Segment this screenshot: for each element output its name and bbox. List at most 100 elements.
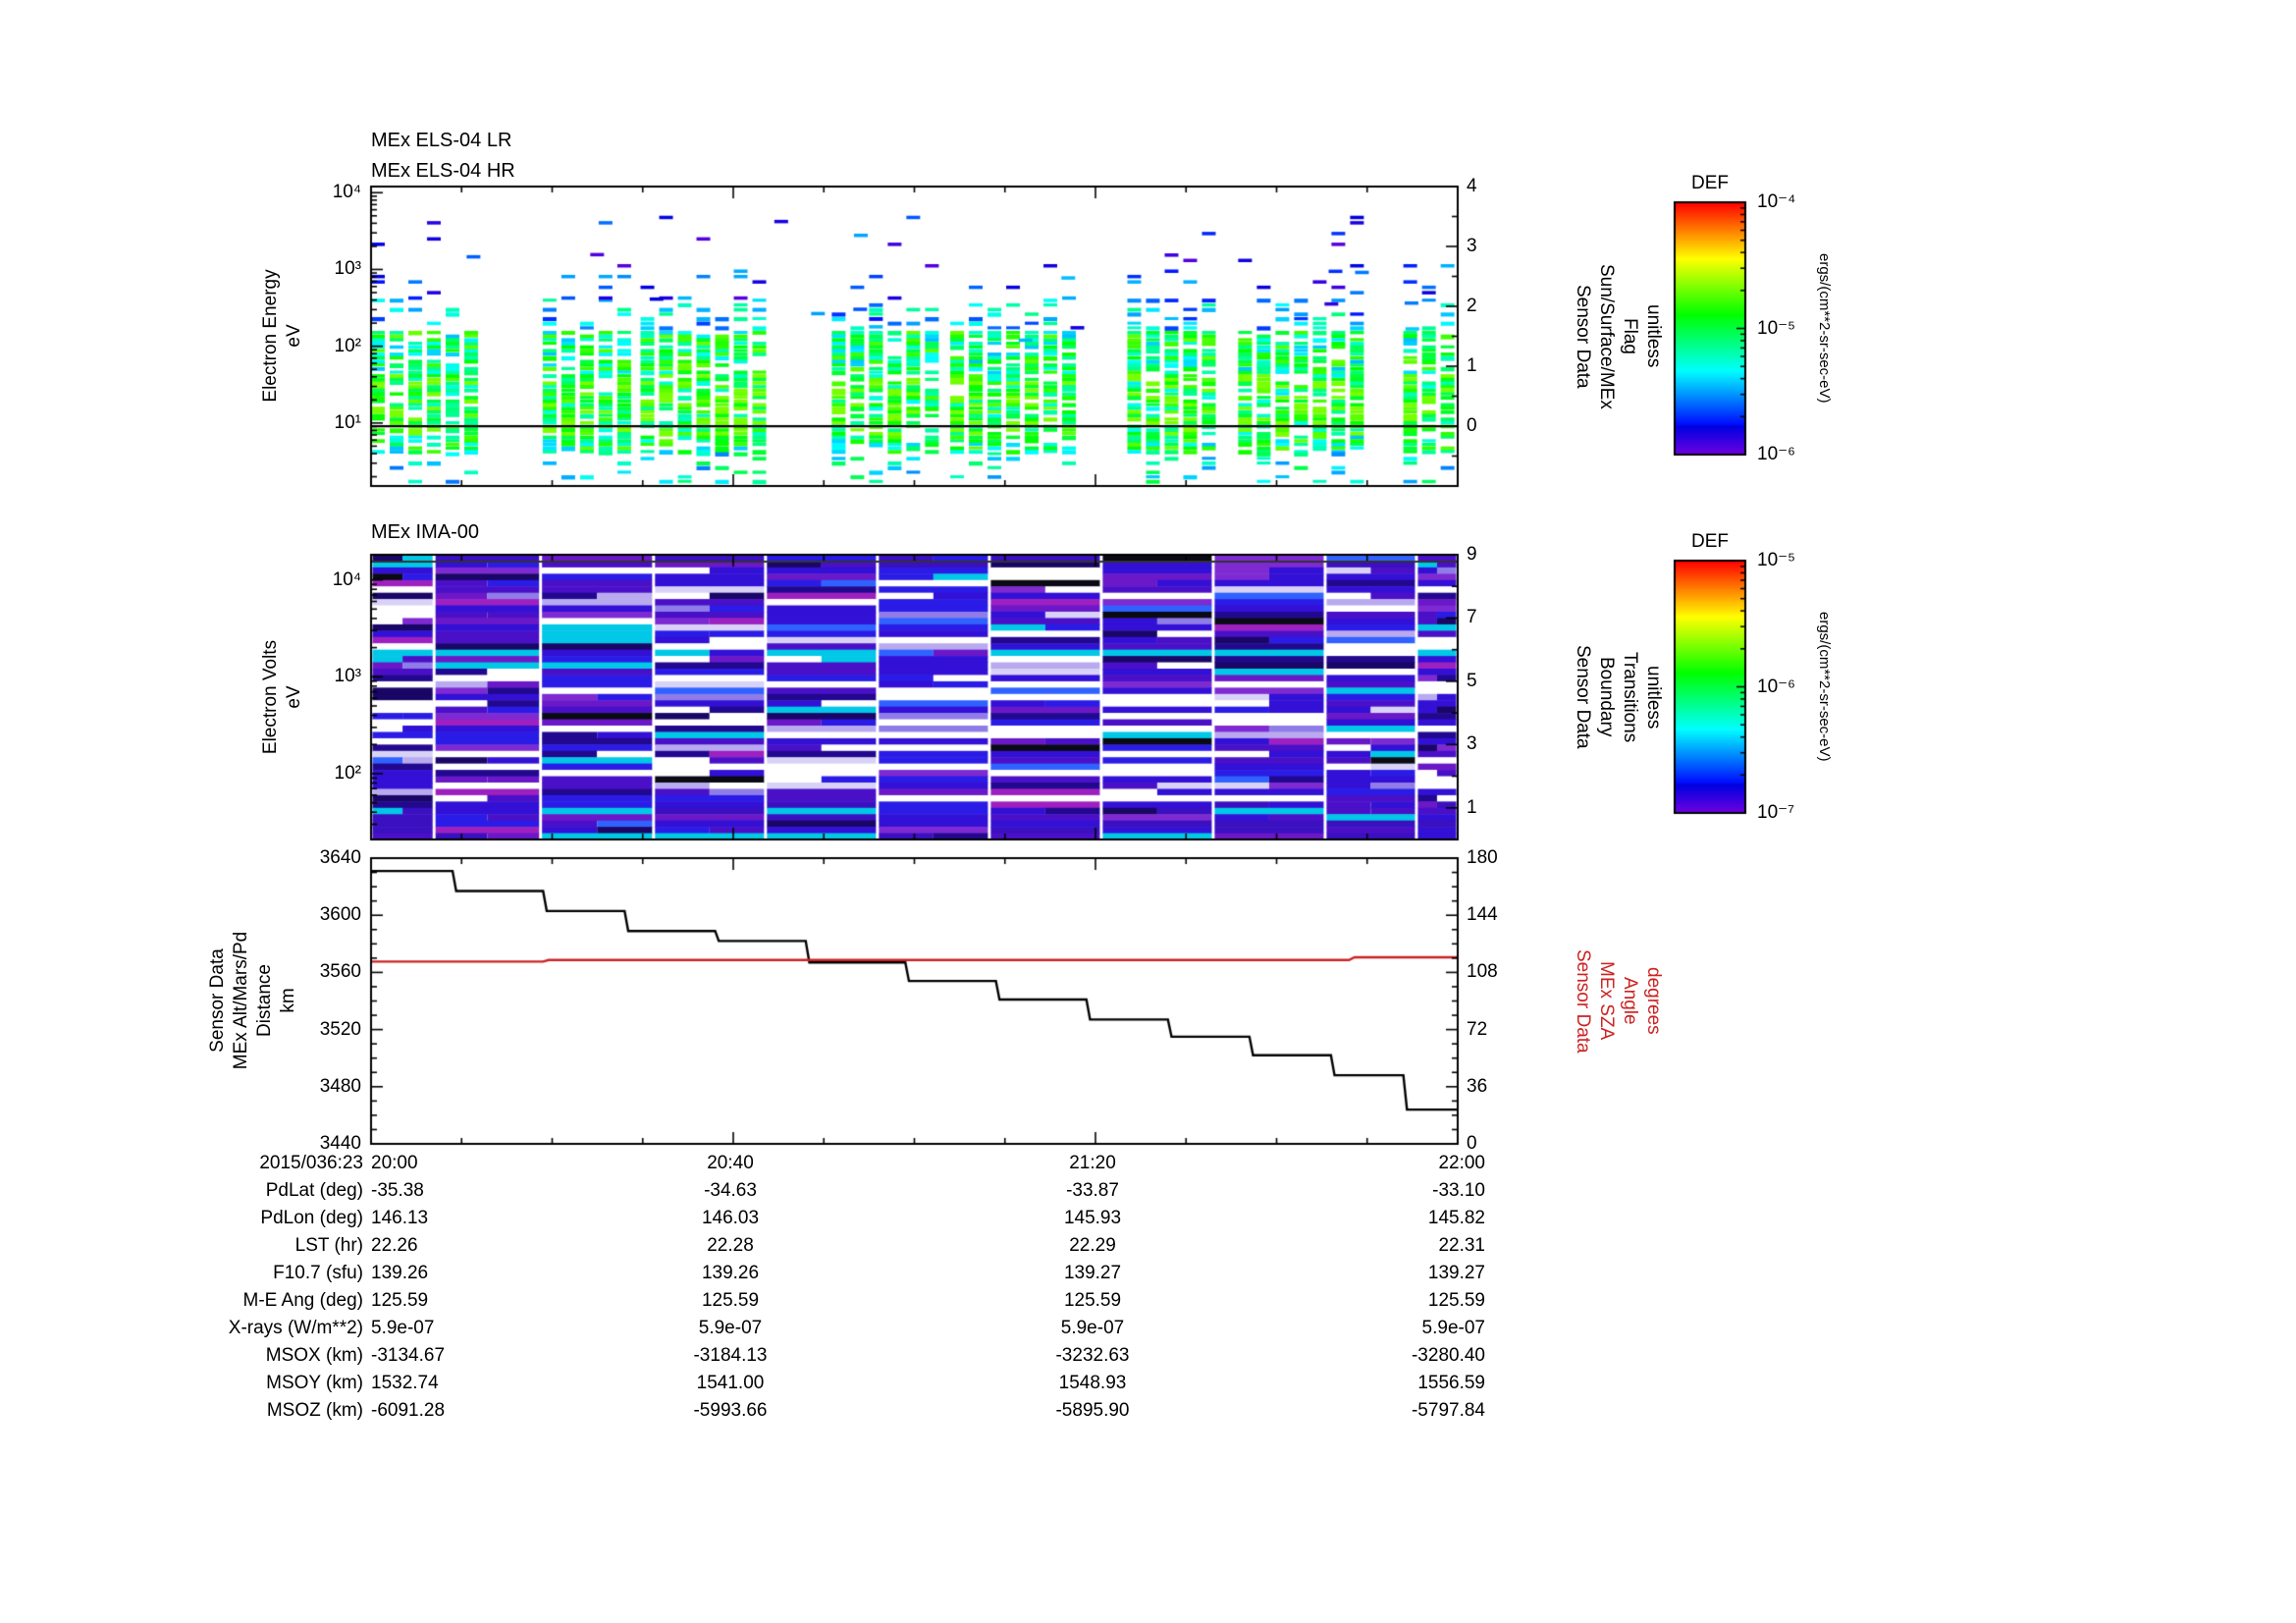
- ima-right-tick-label: 3: [1467, 733, 1477, 755]
- els-right-axis-label-line: Flag: [1620, 318, 1640, 354]
- table-row-label: MSOX (km): [265, 1345, 363, 1366]
- table-cell: 146.13: [371, 1208, 429, 1228]
- table-row-label: M-E Ang (deg): [242, 1290, 364, 1311]
- colorbar2-tick-label: 10⁻⁷: [1757, 802, 1795, 823]
- table-row: PdLat (deg) -35.38 -34.63 -33.87 -33.10: [0, 1179, 2296, 1207]
- ima-right-axis-label: Sensor Data Boundary Transitions unitles…: [1571, 555, 1665, 839]
- colorbar1-title: DEF: [1691, 173, 1729, 193]
- table-row-label: PdLon (deg): [260, 1208, 363, 1228]
- table-cell: -5895.90: [1055, 1400, 1130, 1421]
- table-cell: -33.87: [1066, 1180, 1119, 1201]
- traj-right-tick-label: 0: [1467, 1133, 1477, 1154]
- els-y-tick-label: 10³: [334, 258, 361, 280]
- traj-y-axis-label-line: km: [278, 988, 298, 1013]
- ima-right-tick-label: 1: [1467, 796, 1477, 818]
- table-row: MSOY (km) 1532.74 1541.00 1548.93 1556.59: [0, 1372, 2296, 1399]
- table-cell: 139.27: [1427, 1263, 1485, 1283]
- time-tick-label: 20:40: [707, 1153, 754, 1173]
- table-cell: 22.28: [707, 1235, 754, 1256]
- ima-right-axis-label-line: Sensor Data: [1573, 645, 1593, 749]
- colorbar2-title: DEF: [1691, 531, 1729, 552]
- table-cell: 22.31: [1438, 1235, 1485, 1256]
- table-cell: 22.26: [371, 1235, 418, 1256]
- traj-right-axis-label: Sensor Data MEx SZA Angle degrees: [1571, 858, 1665, 1144]
- table-cell: 22.29: [1069, 1235, 1116, 1256]
- table-cell: 1541.00: [696, 1373, 765, 1393]
- ima-right-axis-label-line: Boundary: [1596, 657, 1617, 737]
- ima-y-axis-label-line: eV: [284, 685, 304, 709]
- traj-right-tick-label: 180: [1467, 847, 1498, 868]
- table-row-label: F10.7 (sfu): [273, 1263, 363, 1283]
- table-cell: -33.10: [1432, 1180, 1485, 1201]
- table-row-label: MSOY (km): [266, 1373, 363, 1393]
- traj-y-tick-label: 3600: [319, 904, 361, 926]
- table-cell: 5.9e-07: [371, 1318, 435, 1338]
- table-cell: 139.27: [1063, 1263, 1122, 1283]
- colorbar2-tick-label: 10⁻⁶: [1757, 676, 1795, 697]
- traj-y-tick-label: 3480: [319, 1075, 361, 1097]
- table-cell: 1556.59: [1417, 1373, 1485, 1393]
- table-cell: 125.59: [1063, 1290, 1122, 1311]
- traj-y-axis-label: Sensor Data MEx Alt/Mars/Pd Distance km: [206, 932, 300, 1069]
- table-cell: 125.59: [701, 1290, 760, 1311]
- table-cell: 1548.93: [1058, 1373, 1127, 1393]
- els-right-axis-label-line: Sensor Data: [1573, 284, 1593, 389]
- els-right-axis-label-line: unitless: [1643, 304, 1664, 368]
- time-tick-label: 20:00: [371, 1153, 418, 1173]
- table-cell: -6091.28: [371, 1400, 446, 1421]
- time-tick-label: 22:00: [1438, 1153, 1485, 1173]
- date-label: 2015/036:23: [259, 1153, 363, 1173]
- els-y-tick-label: 10¹: [334, 411, 361, 433]
- colorbar1-tick-label: 10⁻⁴: [1757, 191, 1796, 212]
- ima-title: MEx IMA-00: [371, 521, 480, 543]
- els-right-axis-label: Sensor Data Sun/Surface/MEx Flag unitles…: [1571, 187, 1665, 486]
- table-row: PdLon (deg) 146.13 146.03 145.93 145.82: [0, 1207, 2296, 1234]
- table-cell: 1532.74: [371, 1373, 439, 1393]
- traj-right-tick-label: 36: [1467, 1075, 1488, 1097]
- traj-y-axis-label-line: MEx Alt/Mars/Pd: [231, 931, 251, 1070]
- table-cell: 145.93: [1063, 1208, 1122, 1228]
- els-title-line-2: MEx ELS-04 HR: [371, 160, 515, 182]
- table-cell: -3134.67: [371, 1345, 446, 1366]
- table-row: MSOX (km) -3134.67 -3184.13 -3232.63 -3280.4…: [0, 1344, 2296, 1372]
- ima-y-axis-label-line: Electron Volts: [260, 639, 281, 755]
- ima-right-axis-label-line: unitless: [1643, 665, 1664, 730]
- els-right-tick-label: 1: [1467, 355, 1477, 376]
- traj-right-axis-label-line: degrees: [1643, 967, 1664, 1035]
- colorbar1-tick-label: 10⁻⁵: [1757, 317, 1796, 339]
- traj-y-tick-label: 3440: [319, 1133, 361, 1154]
- table-cell: -3184.13: [693, 1345, 768, 1366]
- traj-right-axis-label-line: Angle: [1620, 977, 1640, 1025]
- table-cell: -5797.84: [1411, 1400, 1485, 1421]
- time-axis-row: 2015/036:23 20:00 20:40 21:20 22:00: [0, 1152, 2296, 1179]
- table-cell: 139.26: [701, 1263, 760, 1283]
- traj-y-axis-label-line: Sensor Data: [207, 948, 228, 1053]
- table-cell: 5.9e-07: [1060, 1318, 1125, 1338]
- traj-y-tick-label: 3560: [319, 961, 361, 983]
- traj-y-axis-label-line: Distance: [254, 964, 275, 1037]
- time-tick-label: 21:20: [1069, 1153, 1116, 1173]
- table-row-label: MSOZ (km): [266, 1400, 363, 1421]
- table-cell: 125.59: [371, 1290, 429, 1311]
- els-right-axis-label-line: Sun/Surface/MEx: [1596, 263, 1617, 409]
- els-y-tick-label: 10⁴: [332, 182, 361, 203]
- table-cell: 5.9e-07: [698, 1318, 763, 1338]
- ima-right-tick-label: 9: [1467, 544, 1477, 565]
- traj-right-tick-label: 72: [1467, 1018, 1488, 1040]
- table-cell: 125.59: [1427, 1290, 1485, 1311]
- ima-right-tick-label: 5: [1467, 670, 1477, 691]
- traj-right-axis-label-line: Sensor Data: [1573, 948, 1593, 1054]
- colorbar2-tick-label: 10⁻⁵: [1757, 550, 1796, 570]
- table-cell: 145.82: [1427, 1208, 1485, 1228]
- table-row-label: X-rays (W/m**2): [228, 1318, 363, 1338]
- table-cell: -35.38: [371, 1180, 424, 1201]
- els-title-line-1: MEx ELS-04 LR: [371, 130, 512, 151]
- table-row: LST (hr) 22.26 22.28 22.29 22.31: [0, 1234, 2296, 1262]
- traj-right-tick-label: 108: [1467, 961, 1498, 983]
- els-right-tick-label: 2: [1467, 296, 1477, 316]
- table-cell: 5.9e-07: [1421, 1318, 1485, 1338]
- els-y-tick-label: 10²: [334, 335, 361, 356]
- table-cell: -3232.63: [1055, 1345, 1130, 1366]
- table-cell: -34.63: [704, 1180, 757, 1201]
